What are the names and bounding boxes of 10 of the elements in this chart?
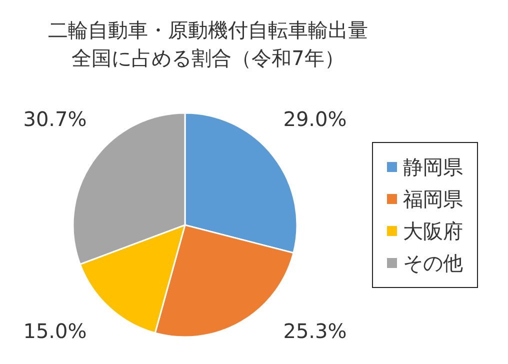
data-label: 25.3% (283, 319, 347, 343)
data-label: 30.7% (23, 107, 87, 131)
data-label: 15.0% (23, 319, 87, 343)
chart-subtitle: 全国に占める割合（令和7年） (72, 46, 344, 70)
legend-label: 大阪府 (403, 218, 463, 245)
data-label: 29.0% (283, 107, 347, 131)
legend-label: 静岡県 (403, 154, 463, 181)
legend-label: その他 (403, 250, 463, 277)
legend-label: 福岡県 (403, 186, 463, 213)
chart-title: 二輪自動車・原動機付自転車輸出量 (48, 18, 368, 42)
